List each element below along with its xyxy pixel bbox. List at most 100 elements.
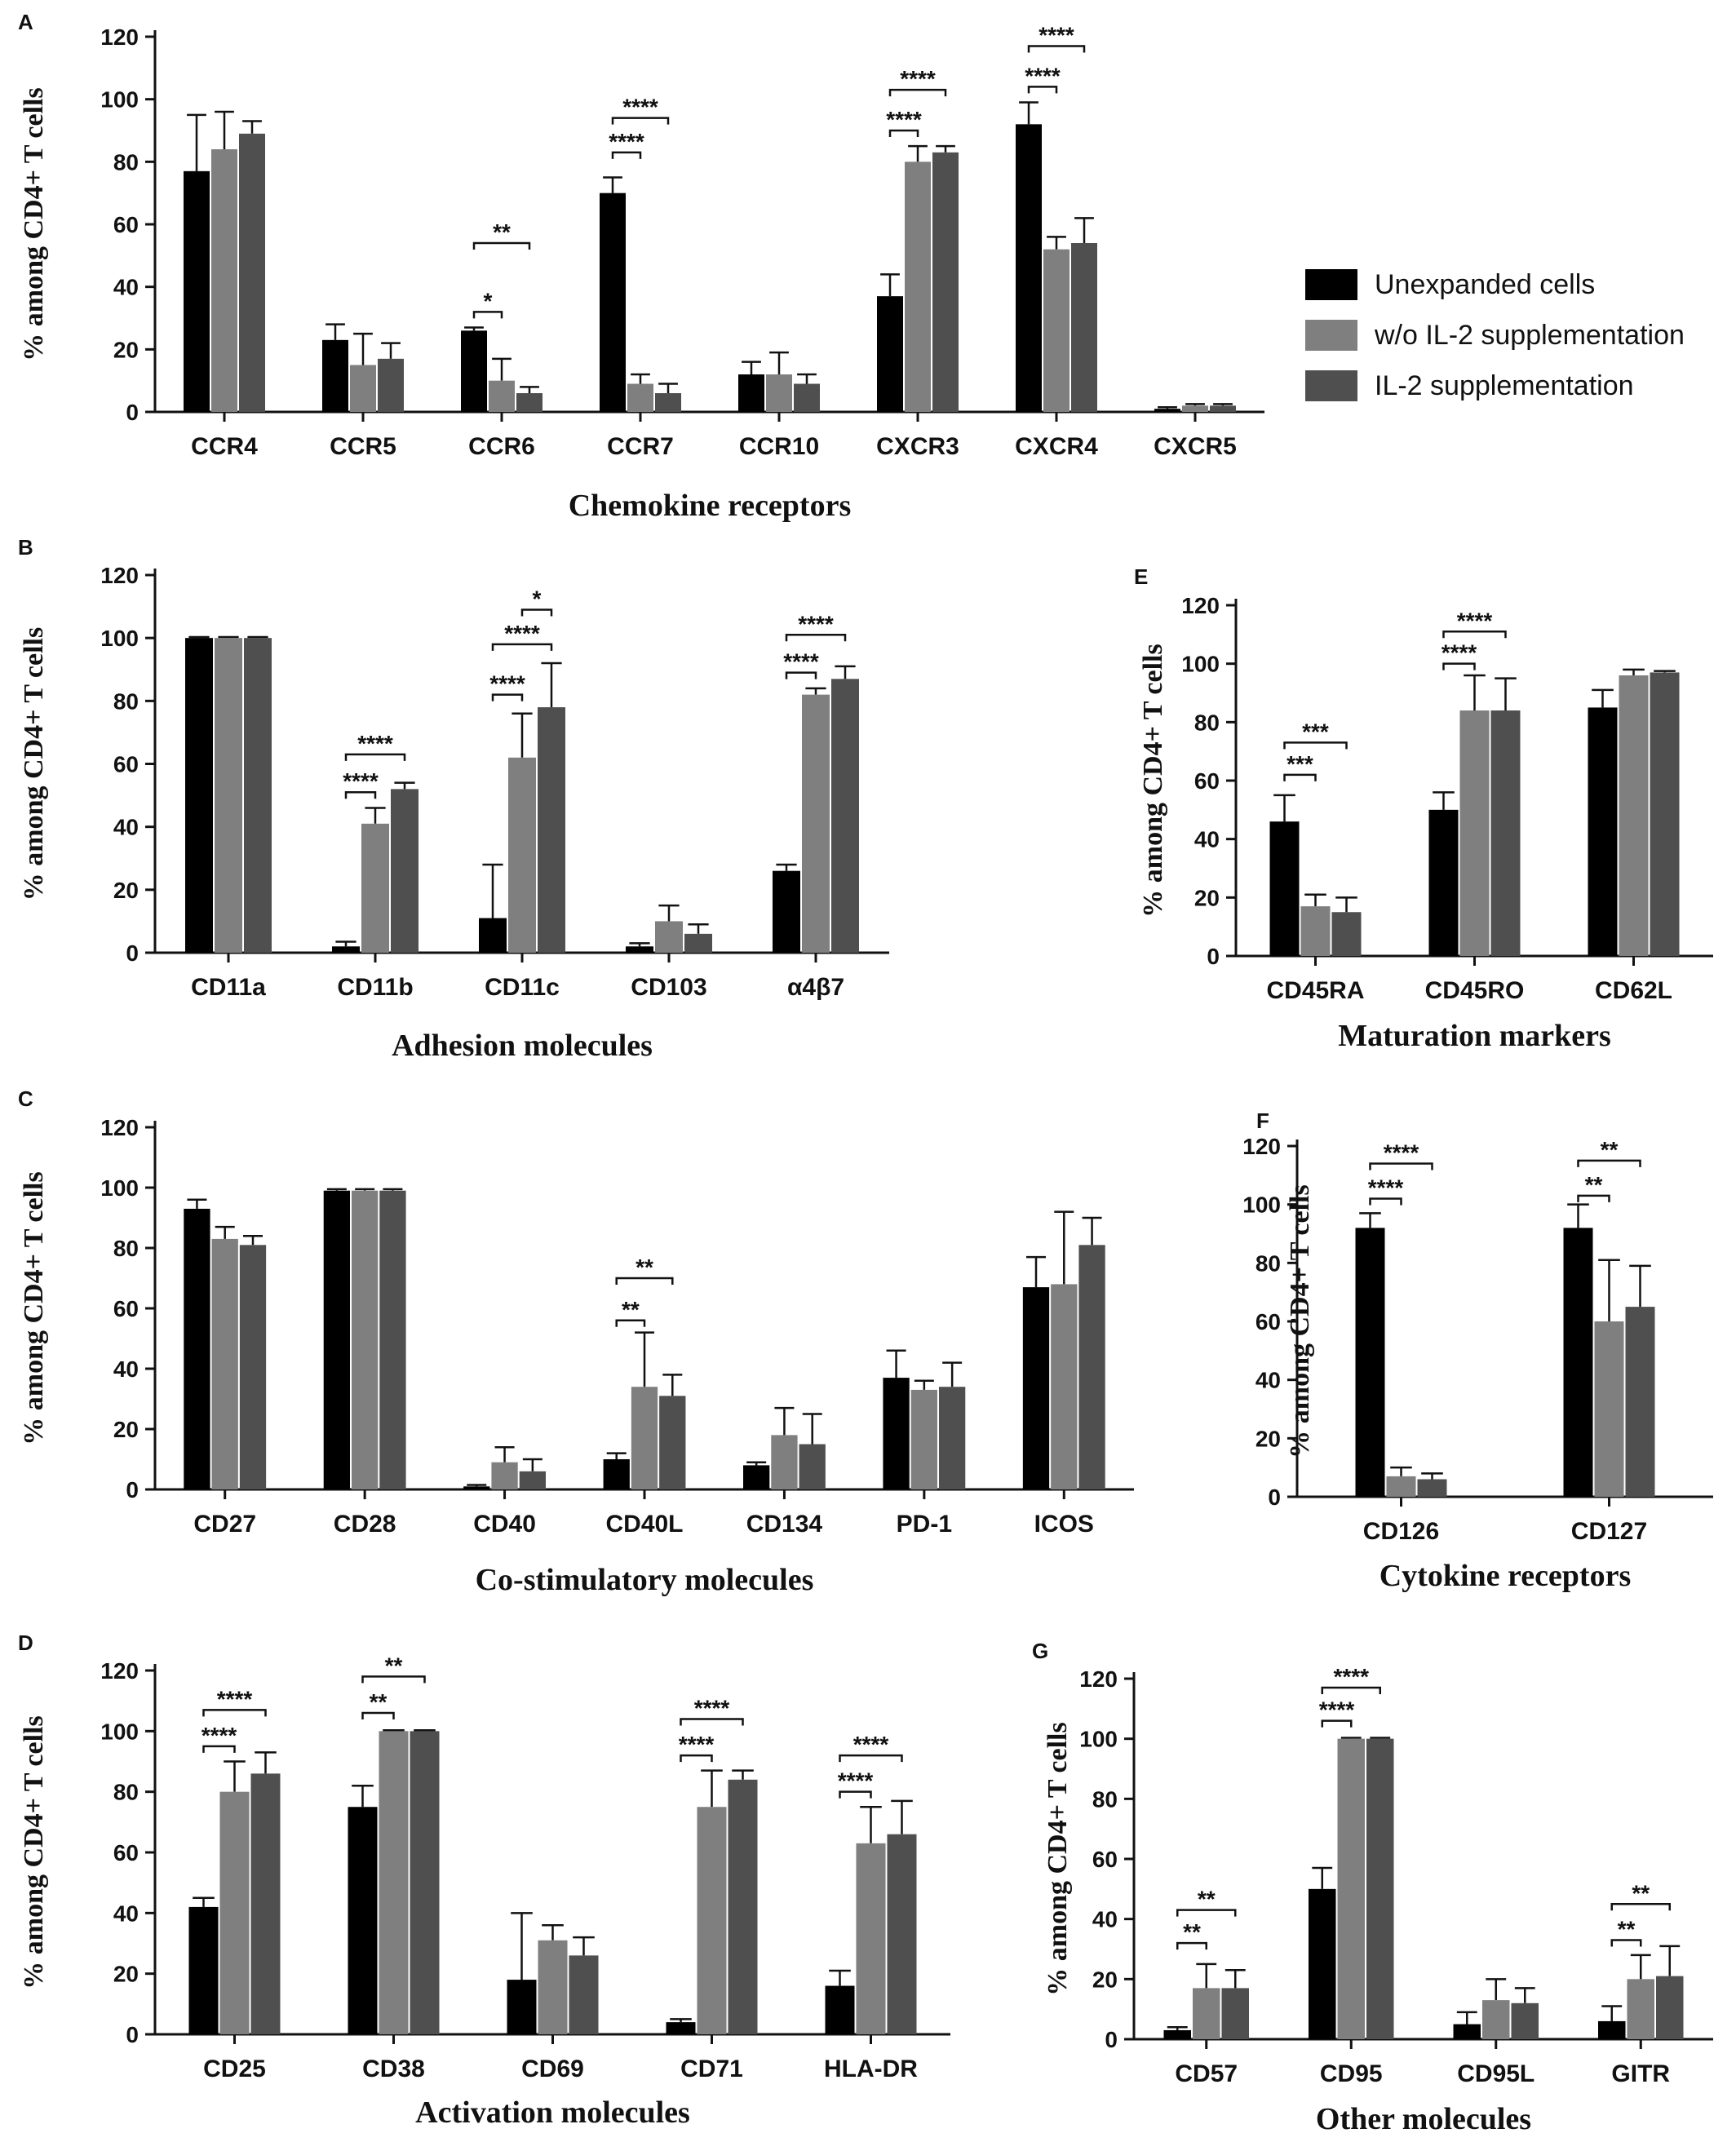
bar-cd95-s2 xyxy=(1366,1738,1394,2039)
bar-ccr7-s1 xyxy=(627,383,653,412)
significance-bracket xyxy=(1577,1194,1610,1202)
bar-cd11b-s1 xyxy=(361,823,389,953)
x-tick-label: CCR10 xyxy=(739,433,819,460)
bar-cd127-s1 xyxy=(1594,1321,1624,1497)
significance-label: **** xyxy=(853,1732,889,1757)
significance-label: **** xyxy=(1384,1140,1419,1166)
bar-cd38-s0 xyxy=(348,1807,378,2034)
significance-bracket xyxy=(785,671,817,679)
y-axis-title: % among CD4+ T cells xyxy=(1138,644,1168,917)
bar-cd103-s1 xyxy=(655,921,683,953)
bar-cd25-s0 xyxy=(188,1906,219,2034)
bar-cxcr5-s1 xyxy=(1182,405,1208,412)
x-tick-label: CD69 xyxy=(521,2056,584,2082)
y-tick-label: 120 xyxy=(100,1658,139,1684)
panel-label: B xyxy=(18,535,33,560)
bar-cd95-s0 xyxy=(1309,1888,1336,2039)
bar-cd45ra-s2 xyxy=(1331,912,1362,956)
x-tick-label: CXCR3 xyxy=(876,433,959,460)
significance-bracket xyxy=(1369,1197,1402,1206)
y-tick-label: 20 xyxy=(1194,885,1220,910)
bar-cd103-s2 xyxy=(684,933,712,953)
panel-label: G xyxy=(1032,1639,1048,1663)
bar-ccr6-s0 xyxy=(461,330,487,412)
significance-label: **** xyxy=(343,768,379,794)
x-tick-label: CD45RA xyxy=(1266,977,1364,1004)
significance-bracket xyxy=(1321,1719,1353,1728)
bar-cd27-s0 xyxy=(184,1208,210,1489)
x-tick-label: CD62L xyxy=(1595,977,1672,1004)
y-tick-label: 100 xyxy=(100,1175,139,1201)
y-tick-label: 60 xyxy=(113,1840,139,1865)
y-tick-label: 60 xyxy=(113,1296,139,1321)
legend-swatch xyxy=(1305,370,1357,401)
legend-swatch xyxy=(1305,320,1357,351)
bar-cxcr4-s0 xyxy=(1016,124,1042,413)
bar-ccr4-s2 xyxy=(239,133,265,413)
significance-bracket xyxy=(202,1709,267,1717)
y-tick-label: 60 xyxy=(1194,768,1220,794)
bar-cd103-s0 xyxy=(626,946,653,953)
significance-label: *** xyxy=(1302,719,1329,744)
x-tick-label: CD57 xyxy=(1175,2060,1238,2087)
significance-label: **** xyxy=(783,649,819,675)
significance-label: **** xyxy=(489,671,525,697)
bar-47-s1 xyxy=(802,694,830,953)
significance-label: ** xyxy=(1198,1887,1216,1912)
bar-cd28-s2 xyxy=(379,1190,406,1489)
bar-cd11b-s2 xyxy=(391,789,418,953)
bar-cd45ro-s2 xyxy=(1490,710,1521,956)
significance-label: *** xyxy=(1286,751,1313,777)
significance-label: **** xyxy=(1333,1664,1369,1689)
significance-bracket xyxy=(615,1277,674,1285)
bar-ccr10-s1 xyxy=(766,374,792,412)
significance-bracket xyxy=(1027,45,1086,53)
significance-bracket xyxy=(361,1675,426,1684)
panel-e: E 0 20 40 60 80 100 120 % among CD4+ T cells CD45… xyxy=(1134,564,1713,1053)
bar-cd71-s0 xyxy=(666,2022,696,2034)
bar-cd40l-s2 xyxy=(659,1396,686,1489)
x-tick-label: GITR xyxy=(1611,2060,1670,2087)
x-tick-label: CD134 xyxy=(746,1511,823,1538)
panel-f: F 0 20 40 60 80 100 120% among CD4+ T cells CD12… xyxy=(1242,1109,1713,1593)
y-tick-label: 40 xyxy=(1256,1368,1281,1393)
bar-cd62l-s2 xyxy=(1650,672,1680,956)
bar-cd57-s0 xyxy=(1163,2029,1191,2039)
y-tick-label: 120 xyxy=(1079,1666,1118,1692)
significance-bracket xyxy=(839,1754,903,1763)
significance-label: * xyxy=(533,586,542,611)
bar-cd11c-s2 xyxy=(538,707,565,953)
panel-b: B 0 20 40 60 80 100 120 % among CD4+ T cells CD11… xyxy=(18,535,889,1063)
legend-swatch xyxy=(1305,269,1357,300)
panel-d: D 0 20 40 60 80 100 120 % among CD4+ T cells CD25… xyxy=(18,1631,950,2130)
y-tick-label: 120 xyxy=(1181,593,1220,618)
bar-cd126-s1 xyxy=(1386,1476,1416,1497)
bar-ccr5-s2 xyxy=(378,358,404,412)
y-tick-label: 20 xyxy=(113,1417,139,1442)
bar-gitr-s0 xyxy=(1598,2020,1626,2039)
significance-label: **** xyxy=(1457,608,1493,633)
significance-bracket xyxy=(202,1745,236,1753)
y-tick-label: 40 xyxy=(113,815,139,840)
bar-cd25-s1 xyxy=(219,1791,250,2034)
significance-bracket xyxy=(472,311,503,319)
significance-label: **** xyxy=(217,1686,253,1711)
y-tick-label: 120 xyxy=(100,24,139,50)
bar-pd1-s2 xyxy=(939,1387,966,1489)
y-tick-label: 100 xyxy=(100,87,139,113)
x-tick-label: CD103 xyxy=(631,974,706,1001)
bar-cd127-s2 xyxy=(1625,1307,1655,1497)
x-tick-label: CCR6 xyxy=(468,433,535,460)
significance-bracket xyxy=(1610,1903,1671,1911)
significance-bracket xyxy=(491,643,553,651)
y-tick-label: 40 xyxy=(1092,1907,1118,1932)
significance-bracket xyxy=(1442,631,1507,639)
y-tick-label: 80 xyxy=(1092,1786,1118,1812)
significance-label: ** xyxy=(1601,1137,1619,1162)
bar-ccr10-s0 xyxy=(738,374,764,412)
significance-bracket xyxy=(888,88,947,97)
significance-label: * xyxy=(484,288,493,313)
significance-label: **** xyxy=(357,731,393,756)
bar-ccr10-s2 xyxy=(794,383,820,412)
y-tick-label: 60 xyxy=(113,212,139,237)
